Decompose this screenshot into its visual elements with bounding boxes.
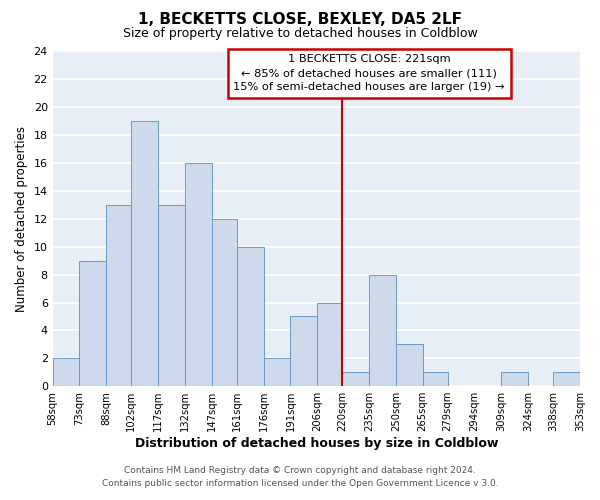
Bar: [131, 121, 158, 386]
Bar: [106, 205, 131, 386]
Bar: [342, 372, 369, 386]
Bar: [79, 260, 106, 386]
Bar: [290, 316, 317, 386]
Bar: [185, 163, 212, 386]
Text: 1 BECKETTS CLOSE: 221sqm
← 85% of detached houses are smaller (111)
15% of semi-: 1 BECKETTS CLOSE: 221sqm ← 85% of detach…: [233, 54, 505, 92]
X-axis label: Distribution of detached houses by size in Coldblow: Distribution of detached houses by size …: [134, 437, 498, 450]
Bar: [53, 358, 79, 386]
Bar: [212, 219, 237, 386]
Bar: [553, 372, 580, 386]
Bar: [237, 246, 263, 386]
Bar: [396, 344, 422, 386]
Bar: [158, 205, 185, 386]
Bar: [369, 274, 396, 386]
Text: 1, BECKETTS CLOSE, BEXLEY, DA5 2LF: 1, BECKETTS CLOSE, BEXLEY, DA5 2LF: [138, 12, 462, 28]
Text: Size of property relative to detached houses in Coldblow: Size of property relative to detached ho…: [122, 28, 478, 40]
Text: Contains HM Land Registry data © Crown copyright and database right 2024.
Contai: Contains HM Land Registry data © Crown c…: [101, 466, 499, 487]
Bar: [263, 358, 290, 386]
Bar: [317, 302, 342, 386]
Bar: [502, 372, 528, 386]
Y-axis label: Number of detached properties: Number of detached properties: [15, 126, 28, 312]
Bar: [422, 372, 448, 386]
